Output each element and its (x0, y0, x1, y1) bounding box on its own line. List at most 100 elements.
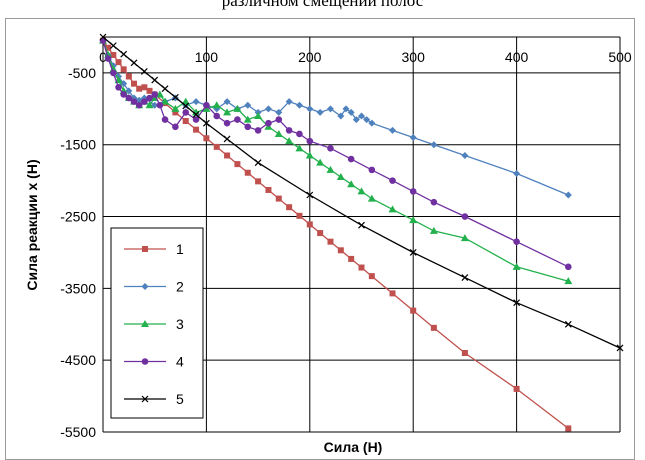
legend-item-5: 5 (124, 391, 184, 407)
series-3-point (305, 151, 314, 159)
legend-item-1: 1 (124, 241, 184, 257)
series-4-point (104, 55, 112, 62)
series-3-point (336, 173, 345, 181)
series-4-point (182, 109, 190, 116)
series-4-point (409, 188, 417, 195)
series-1-point (255, 178, 262, 185)
series-1-point (389, 290, 396, 297)
series-1-point (120, 66, 127, 73)
series-1-point (317, 230, 324, 237)
y-tick-label: -3500 (60, 280, 96, 296)
series-4-point (161, 116, 169, 123)
series-5 (99, 33, 624, 352)
legend-item-2: 2 (124, 279, 184, 295)
series-4-point (368, 166, 376, 174)
series-2-point (326, 105, 334, 113)
chart-frame (5, 18, 635, 460)
series-1-point (105, 44, 112, 51)
series-1-point (182, 118, 189, 125)
series-1-point (193, 126, 200, 133)
series-4-point (275, 116, 283, 123)
legend-marker (142, 246, 148, 252)
series-5-point (461, 274, 469, 282)
series-layer (99, 33, 624, 432)
series-3-point (254, 112, 263, 119)
series-3-point (233, 104, 242, 112)
series-2-point (461, 152, 469, 159)
series-3-point (155, 90, 164, 98)
series-5-point (171, 93, 179, 101)
series-1-point (513, 385, 520, 392)
series-3-point (316, 158, 325, 166)
series-1-point (110, 51, 117, 58)
series-3-point (357, 187, 366, 195)
series-3-point (388, 205, 397, 213)
series-3-point (429, 226, 438, 234)
series-2-point (244, 101, 252, 109)
series-4-point (565, 263, 572, 271)
legend-marker (141, 358, 149, 365)
series-1-point (115, 59, 122, 66)
series-3-point (326, 165, 335, 173)
series-1-point (461, 350, 468, 356)
series-3-point (564, 277, 573, 285)
series-5-point (120, 50, 128, 58)
series-2-point (337, 112, 345, 120)
series-4-point (513, 238, 520, 245)
series-4-point (213, 112, 221, 120)
series-3-point (181, 97, 190, 105)
series-3-point (347, 180, 356, 188)
series-4-point (203, 101, 210, 109)
series-5-point (616, 344, 624, 352)
y-tick-label: -1500 (60, 137, 96, 153)
series-5-point (564, 320, 572, 328)
x-tick-label: 100 (195, 49, 219, 65)
series-2-point (368, 119, 376, 127)
series-4-point (223, 119, 231, 127)
x-tick-label: 300 (402, 49, 426, 65)
chart-title: различном смещении полос (221, 0, 424, 10)
series-2-point (513, 169, 521, 177)
x-tick-labels: 0 100 200 300 400 500 (99, 49, 632, 65)
series-4-point (306, 137, 314, 145)
series-4-point (125, 94, 133, 102)
series-1-point (337, 247, 344, 254)
legend-label: 4 (176, 354, 184, 370)
legend: 1 2 3 4 5 (110, 227, 204, 419)
series-2-point (295, 101, 303, 109)
series-4-point (430, 198, 438, 206)
series-1-point (125, 73, 132, 80)
series-1-point (368, 273, 375, 280)
series-1-point (306, 221, 313, 228)
series-4-point (461, 213, 469, 220)
legend-label: 2 (176, 279, 184, 295)
series-1-point (224, 152, 231, 159)
series-2-point (120, 80, 128, 88)
series-4-point (120, 91, 127, 98)
series-5-point (151, 76, 159, 84)
series-4-point (146, 94, 153, 102)
series-1-point (410, 307, 417, 314)
y-tick-label: -2500 (60, 209, 96, 225)
series-4-point (172, 123, 179, 131)
x-tick-label: 0 (99, 49, 107, 65)
series-1-point (172, 109, 179, 116)
series-4-point (389, 177, 396, 184)
y-axis-label: Сила реакции x (Н) (24, 159, 40, 290)
legend-label: 5 (176, 391, 184, 407)
x-tick-label: 200 (298, 49, 322, 65)
series-1-point (265, 186, 272, 193)
series-2-line (102, 40, 569, 196)
series-3-point (285, 137, 294, 145)
series-1-point (348, 255, 355, 262)
series-1 (100, 37, 572, 432)
series-5-point (99, 33, 107, 41)
series-4-point (296, 130, 303, 138)
series-5-point (513, 299, 521, 307)
series-2-point (342, 105, 350, 113)
series-2-point (192, 98, 200, 106)
series-4-point (265, 119, 272, 127)
series-4-point (141, 98, 148, 105)
series-2-point (223, 98, 231, 106)
series-1-point (136, 85, 143, 92)
